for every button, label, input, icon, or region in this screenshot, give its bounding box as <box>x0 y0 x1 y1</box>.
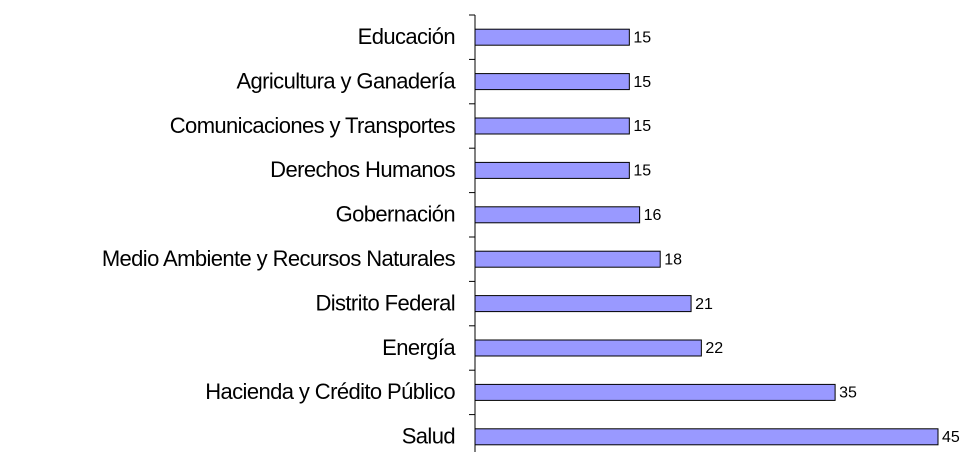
category-label: Gobernación <box>336 202 455 227</box>
bar <box>474 161 630 179</box>
category-label: Energía <box>382 335 456 360</box>
value-label: 22 <box>705 340 723 357</box>
bar <box>474 339 702 357</box>
category-label: Agricultura y Ganadería <box>236 68 456 93</box>
bar <box>474 28 630 46</box>
category-label: Salud <box>402 424 455 449</box>
category-label: Educación <box>358 24 455 49</box>
bar <box>474 295 692 313</box>
category-label: Derechos Humanos <box>270 157 455 182</box>
category-label: Distrito Federal <box>315 290 455 315</box>
value-label: 16 <box>644 207 662 224</box>
value-label: 15 <box>633 74 651 91</box>
value-label: 45 <box>942 429 960 446</box>
category-label: Medio Ambiente y Recursos Naturales <box>102 246 456 271</box>
bar <box>474 206 641 224</box>
category-label: Comunicaciones y Transportes <box>170 113 456 138</box>
value-label: 35 <box>839 385 857 402</box>
value-label: 21 <box>695 296 713 313</box>
bar <box>474 73 630 91</box>
value-label: 15 <box>633 118 651 135</box>
value-label: 15 <box>633 163 651 180</box>
bar <box>474 428 939 446</box>
category-label: Hacienda y Crédito Público <box>205 379 455 404</box>
value-label: 18 <box>664 251 682 268</box>
bar <box>474 117 630 135</box>
bar <box>474 383 836 401</box>
value-label: 15 <box>633 29 651 46</box>
bar <box>474 250 661 268</box>
